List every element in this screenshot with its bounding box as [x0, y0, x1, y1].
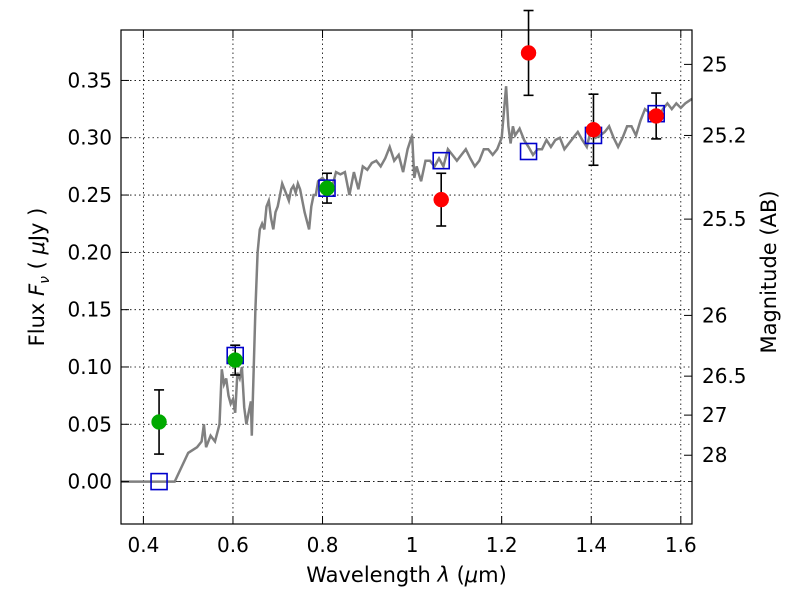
right-axis-label: Magnitude (AB)	[757, 190, 781, 353]
x-tick-label: 1.4	[575, 533, 607, 557]
x-tick-label: 1.2	[486, 533, 518, 557]
plot-area	[121, 9, 693, 491]
right-tick-label: 25.5	[702, 207, 747, 231]
y-tick-label: 0.20	[67, 240, 112, 264]
red-data-point	[520, 45, 537, 61]
red-data-point	[585, 121, 602, 138]
plot-frame	[120, 29, 693, 525]
template-spectrum-line	[121, 86, 693, 483]
right-tick-label: 25	[702, 52, 727, 76]
x-axis-label: Wavelength λ (μm)	[306, 563, 507, 587]
x-tick-label: 1.6	[665, 533, 697, 557]
y-tick-label: 0.35	[67, 68, 112, 92]
x-axis-ticks: 0.4 0.6 0.8 1 1.2 1.4 1.6	[127, 30, 697, 557]
right-tick-label: 26	[702, 303, 727, 327]
y-tick-label: 0.00	[67, 470, 112, 494]
y-tick-label: 0.30	[67, 126, 112, 150]
y-tick-label: 0.10	[67, 355, 112, 379]
right-tick-label: 27	[702, 403, 727, 427]
error-bars	[154, 9, 662, 455]
y-tick-label: 0.25	[67, 183, 112, 207]
model-square-marker	[150, 472, 168, 491]
red-data-point	[648, 108, 664, 124]
right-tick-label: 28	[702, 443, 727, 467]
model-square-marker	[519, 142, 538, 161]
x-tick-label: 1	[406, 533, 419, 557]
green-data-point	[151, 414, 167, 430]
x-tick-label: 0.8	[307, 533, 339, 557]
right-tick-label: 26.5	[702, 364, 747, 388]
model-square-marker	[318, 179, 336, 197]
right-axis-ticks: 25 25.2 25.5 26 26.5 27 28	[684, 52, 747, 467]
model-square-marker	[432, 151, 451, 170]
x-tick-label: 0.4	[127, 533, 159, 557]
right-tick-label: 25.2	[702, 123, 747, 147]
green-data-point	[227, 352, 243, 368]
y-tick-label: 0.05	[67, 412, 112, 436]
y-tick-label: 0.15	[67, 298, 112, 322]
data-markers	[150, 45, 665, 491]
x-tick-label: 0.6	[217, 533, 249, 557]
y-axis-ticks: 0.00 0.05 0.10 0.15 0.20 0.25 0.30 0.35	[67, 68, 129, 494]
red-data-point	[433, 191, 449, 208]
y-axis-label: Flux Fν ( μJy )	[25, 208, 53, 347]
green-data-point	[319, 180, 335, 196]
grid-lines	[121, 30, 692, 524]
